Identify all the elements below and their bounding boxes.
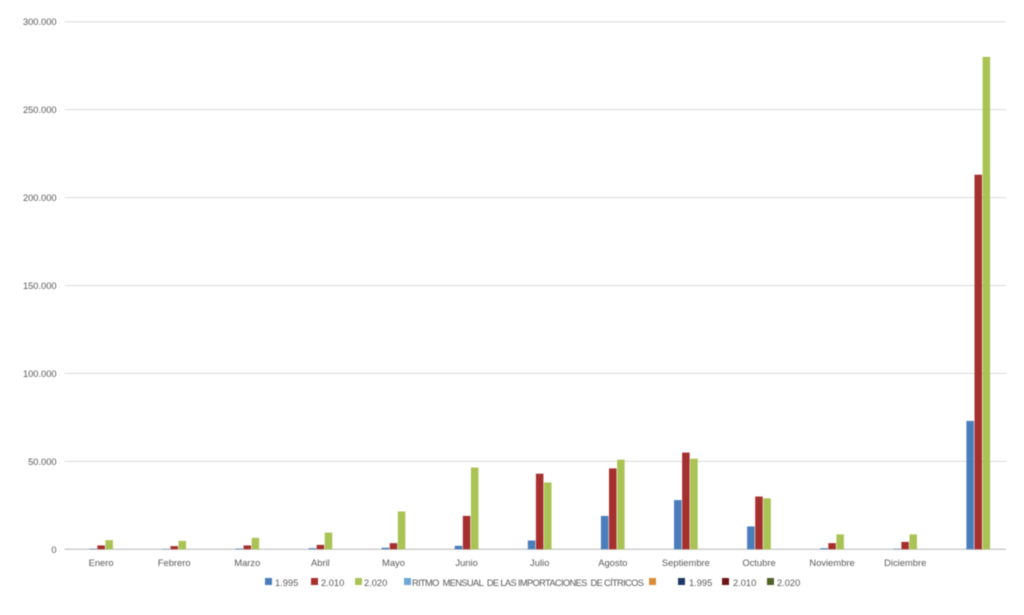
svg-text:Diciembre: Diciembre [884,557,926,568]
svg-text:50.000: 50.000 [28,457,56,467]
svg-text:Febrero: Febrero [158,557,191,568]
svg-text:300.000: 300.000 [23,17,57,27]
svg-text:100.000: 100.000 [23,369,57,379]
svg-text:Octubre: Octubre [742,557,775,568]
svg-text:Junio: Junio [455,557,477,568]
svg-text:Agosto: Agosto [598,557,627,568]
svg-text:Noviembre: Noviembre [809,557,854,568]
svg-text:Abril: Abril [311,557,330,568]
svg-text:Septiembre: Septiembre [662,557,710,568]
svg-text:Mayo: Mayo [382,557,405,568]
svg-text:Marzo: Marzo [234,557,260,568]
svg-text:250.000: 250.000 [23,105,57,115]
svg-text:0: 0 [51,545,56,555]
svg-text:Enero: Enero [89,557,114,568]
svg-text:150.000: 150.000 [23,281,57,291]
svg-text:Julio: Julio [530,557,549,568]
svg-text:200.000: 200.000 [23,193,57,203]
